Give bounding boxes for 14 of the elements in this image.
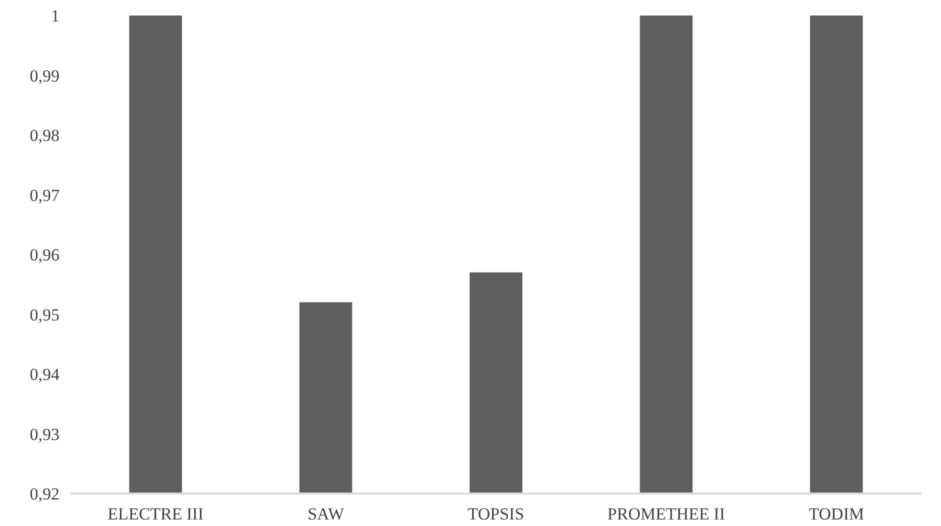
x-tick-label: ELECTRE III [108,504,204,524]
y-tick-label: 0,96 [30,246,60,264]
x-tick-label: TOPSIS [468,504,524,524]
x-tick-label: PROMETHEE II [607,504,726,524]
x-tick-label: TODIM [808,504,864,524]
x-tick-label: SAW [308,504,345,524]
y-tick-label: 0,97 [30,186,60,205]
y-tick-label: 1 [51,6,60,26]
y-tick-label: 0,92 [30,484,60,504]
y-tick-label: 0,93 [30,424,60,444]
y-tick-label: 0,94 [30,365,60,384]
y-tick-label: 0,95 [30,305,60,324]
y-tick-label: 0,98 [30,126,60,145]
y-tick-label: 0,99 [30,66,60,86]
